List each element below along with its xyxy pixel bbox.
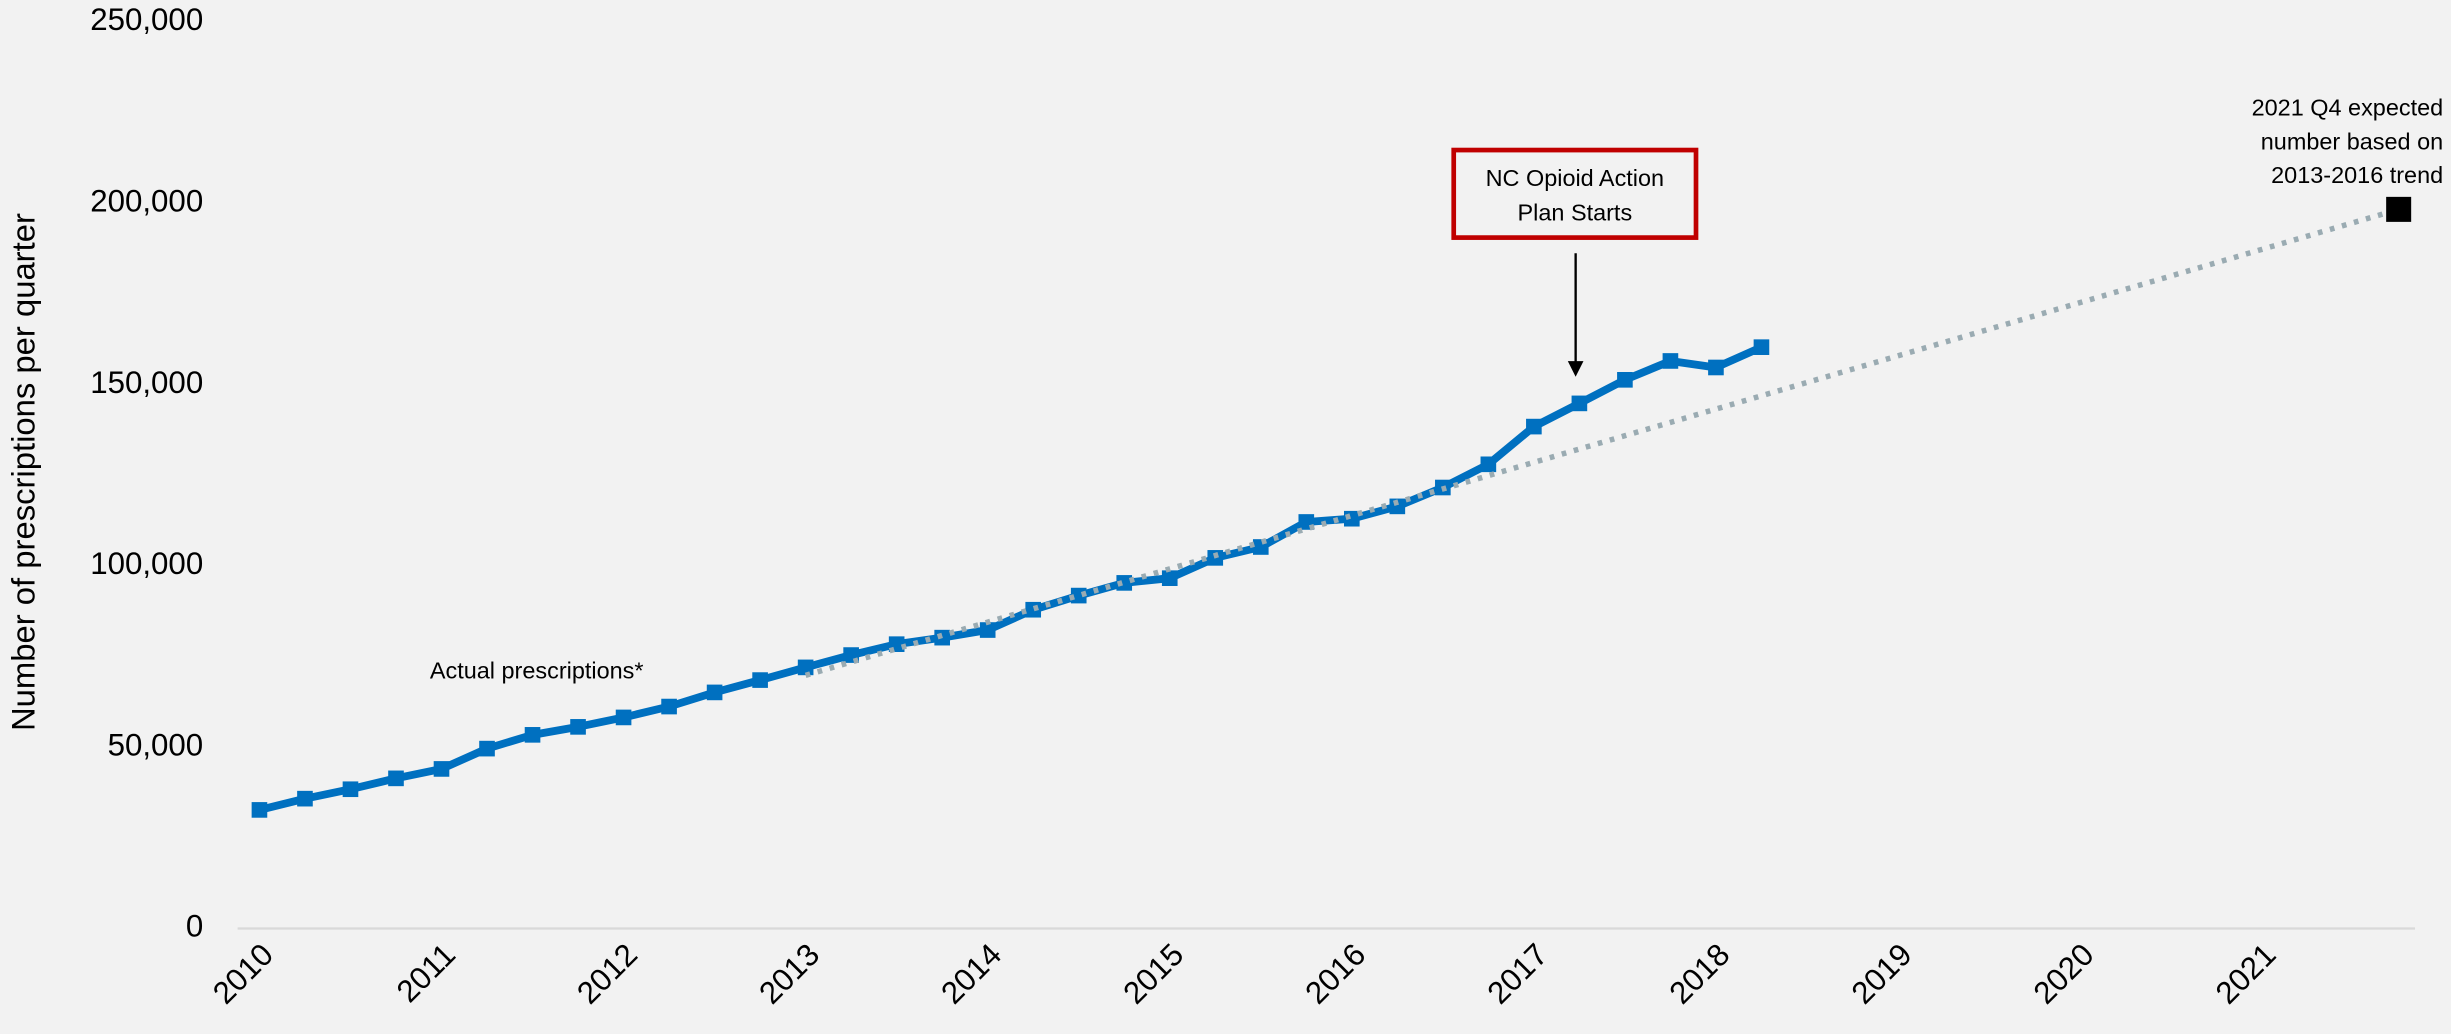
marker (1708, 359, 1724, 376)
y-tick-label: 150,000 (90, 365, 203, 400)
y-axis-title: Number of prescriptions per quarter (4, 213, 41, 731)
annotation-box (1451, 147, 1699, 240)
series-label: Actual prescriptions* (430, 657, 644, 683)
marker (661, 698, 677, 715)
marker (570, 719, 586, 735)
y-tick-label: 50,000 (108, 727, 204, 762)
marker (797, 659, 814, 676)
trend-line (804, 206, 2400, 678)
expected-marker (2386, 196, 2412, 222)
marker (979, 622, 996, 638)
marker (1753, 339, 1770, 355)
data-line (258, 343, 1764, 814)
marker (433, 761, 450, 777)
marker (524, 727, 541, 743)
annotation-text: NC Opioid Action (1486, 165, 1664, 191)
y-tick-label: 100,000 (90, 546, 203, 581)
arrow-head (1567, 361, 1584, 377)
marker (1526, 418, 1542, 435)
marker (1617, 371, 1633, 388)
annotation-text: 2021 Q4 expected (2252, 95, 2444, 121)
marker (1662, 353, 1679, 369)
marker (752, 672, 768, 688)
annotation-text: number based on (2261, 128, 2443, 154)
marker (706, 684, 723, 701)
y-tick-label: 250,000 (90, 2, 203, 37)
marker (615, 709, 632, 726)
y-tick-label: 0 (186, 909, 203, 944)
annotation-text: Plan Starts (1518, 199, 1633, 225)
marker (479, 740, 495, 757)
marker (1116, 575, 1133, 591)
marker (342, 781, 359, 798)
marker (251, 802, 268, 818)
marker (1161, 570, 1178, 586)
marker (297, 790, 313, 807)
marker (1480, 456, 1497, 473)
annotation-text: 2013-2016 trend (2271, 162, 2443, 188)
marker (1389, 498, 1406, 515)
marker (1571, 395, 1588, 412)
y-tick-label: 200,000 (90, 183, 203, 218)
marker (388, 770, 404, 787)
